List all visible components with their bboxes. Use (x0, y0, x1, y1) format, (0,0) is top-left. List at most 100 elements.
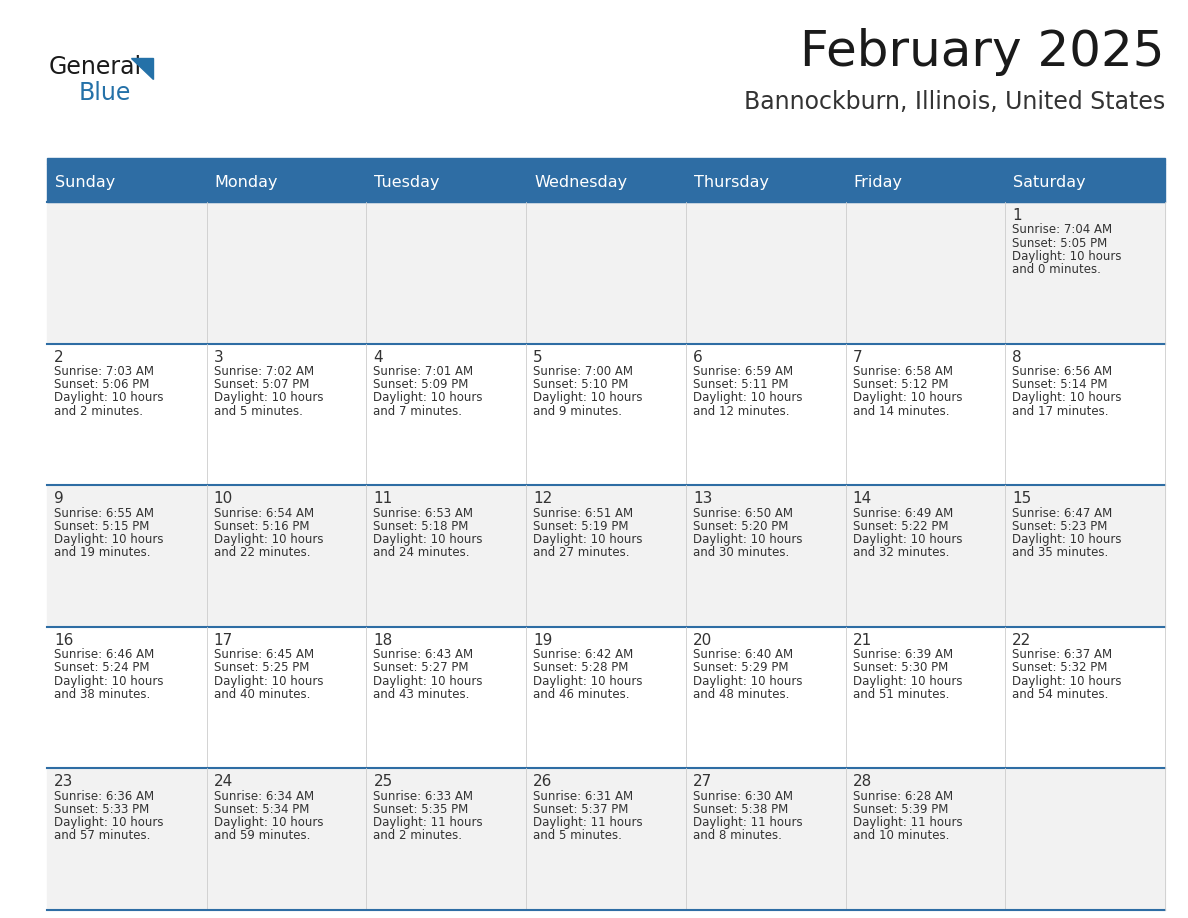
Text: and 54 minutes.: and 54 minutes. (1012, 688, 1108, 700)
Text: Sunrise: 6:42 AM: Sunrise: 6:42 AM (533, 648, 633, 661)
Text: 13: 13 (693, 491, 713, 506)
Text: and 2 minutes.: and 2 minutes. (373, 829, 462, 843)
Polygon shape (131, 58, 153, 79)
Text: February 2025: February 2025 (801, 28, 1165, 76)
Text: and 24 minutes.: and 24 minutes. (373, 546, 470, 559)
Text: Sunday: Sunday (55, 175, 115, 191)
Text: Daylight: 10 hours: Daylight: 10 hours (373, 533, 484, 546)
Text: 28: 28 (853, 775, 872, 789)
Text: Sunset: 5:34 PM: Sunset: 5:34 PM (214, 803, 309, 816)
Text: and 22 minutes.: and 22 minutes. (214, 546, 310, 559)
Text: Daylight: 10 hours: Daylight: 10 hours (1012, 533, 1121, 546)
Text: Sunset: 5:24 PM: Sunset: 5:24 PM (53, 661, 150, 675)
Text: and 2 minutes.: and 2 minutes. (53, 405, 143, 418)
Text: Daylight: 10 hours: Daylight: 10 hours (1012, 675, 1121, 688)
Text: Daylight: 10 hours: Daylight: 10 hours (853, 675, 962, 688)
Text: Sunrise: 6:34 AM: Sunrise: 6:34 AM (214, 789, 314, 803)
Text: Tuesday: Tuesday (374, 175, 440, 191)
Text: Sunset: 5:15 PM: Sunset: 5:15 PM (53, 520, 150, 532)
Text: Friday: Friday (853, 175, 903, 191)
Text: 27: 27 (693, 775, 712, 789)
Text: and 17 minutes.: and 17 minutes. (1012, 405, 1108, 418)
Text: and 5 minutes.: and 5 minutes. (214, 405, 303, 418)
Text: 5: 5 (533, 350, 543, 364)
Bar (48, 343, 1165, 486)
Text: Thursday: Thursday (694, 175, 769, 191)
Text: Sunrise: 6:55 AM: Sunrise: 6:55 AM (53, 507, 154, 520)
Text: Daylight: 10 hours: Daylight: 10 hours (853, 391, 962, 404)
Text: Daylight: 10 hours: Daylight: 10 hours (693, 533, 802, 546)
Text: Sunrise: 6:56 AM: Sunrise: 6:56 AM (1012, 365, 1112, 378)
Text: Sunset: 5:37 PM: Sunset: 5:37 PM (533, 803, 628, 816)
Text: Sunset: 5:07 PM: Sunset: 5:07 PM (214, 378, 309, 391)
Text: General: General (49, 55, 143, 79)
Text: and 12 minutes.: and 12 minutes. (693, 405, 789, 418)
Text: Sunrise: 6:30 AM: Sunrise: 6:30 AM (693, 789, 792, 803)
Text: Sunset: 5:09 PM: Sunset: 5:09 PM (373, 378, 469, 391)
Text: Daylight: 10 hours: Daylight: 10 hours (53, 533, 164, 546)
Text: and 7 minutes.: and 7 minutes. (373, 405, 462, 418)
Text: 24: 24 (214, 775, 233, 789)
Text: 14: 14 (853, 491, 872, 506)
Text: Sunrise: 6:50 AM: Sunrise: 6:50 AM (693, 507, 792, 520)
Text: 15: 15 (1012, 491, 1031, 506)
Text: Sunset: 5:20 PM: Sunset: 5:20 PM (693, 520, 788, 532)
Text: Daylight: 10 hours: Daylight: 10 hours (853, 533, 962, 546)
Text: Sunset: 5:25 PM: Sunset: 5:25 PM (214, 661, 309, 675)
Text: Daylight: 10 hours: Daylight: 10 hours (214, 675, 323, 688)
Text: Sunset: 5:06 PM: Sunset: 5:06 PM (53, 378, 150, 391)
Text: Sunrise: 7:02 AM: Sunrise: 7:02 AM (214, 365, 314, 378)
Text: Sunrise: 6:45 AM: Sunrise: 6:45 AM (214, 648, 314, 661)
Text: Daylight: 10 hours: Daylight: 10 hours (214, 816, 323, 829)
Text: and 40 minutes.: and 40 minutes. (214, 688, 310, 700)
Text: and 14 minutes.: and 14 minutes. (853, 405, 949, 418)
Bar (48, 158, 1165, 164)
Text: Sunset: 5:30 PM: Sunset: 5:30 PM (853, 661, 948, 675)
Text: 21: 21 (853, 633, 872, 648)
Text: and 59 minutes.: and 59 minutes. (214, 829, 310, 843)
Text: Sunset: 5:33 PM: Sunset: 5:33 PM (53, 803, 150, 816)
Text: Sunrise: 6:51 AM: Sunrise: 6:51 AM (533, 507, 633, 520)
Text: Daylight: 10 hours: Daylight: 10 hours (533, 391, 643, 404)
Text: and 5 minutes.: and 5 minutes. (533, 829, 623, 843)
Text: Daylight: 10 hours: Daylight: 10 hours (1012, 391, 1121, 404)
Text: Sunrise: 6:43 AM: Sunrise: 6:43 AM (373, 648, 474, 661)
Text: Sunset: 5:35 PM: Sunset: 5:35 PM (373, 803, 469, 816)
Text: Daylight: 10 hours: Daylight: 10 hours (1012, 250, 1121, 263)
Text: Sunset: 5:16 PM: Sunset: 5:16 PM (214, 520, 309, 532)
Text: Sunset: 5:39 PM: Sunset: 5:39 PM (853, 803, 948, 816)
Text: Sunset: 5:23 PM: Sunset: 5:23 PM (1012, 520, 1107, 532)
Text: Sunrise: 6:39 AM: Sunrise: 6:39 AM (853, 648, 953, 661)
Text: Daylight: 10 hours: Daylight: 10 hours (533, 533, 643, 546)
Bar (48, 768, 1165, 910)
Text: Sunrise: 6:28 AM: Sunrise: 6:28 AM (853, 789, 953, 803)
Text: Sunrise: 6:59 AM: Sunrise: 6:59 AM (693, 365, 792, 378)
Text: Daylight: 10 hours: Daylight: 10 hours (693, 675, 802, 688)
Bar (48, 202, 1165, 343)
Text: Sunrise: 6:36 AM: Sunrise: 6:36 AM (53, 789, 154, 803)
Text: Sunrise: 6:31 AM: Sunrise: 6:31 AM (533, 789, 633, 803)
Text: Sunrise: 6:40 AM: Sunrise: 6:40 AM (693, 648, 792, 661)
Text: Sunrise: 7:03 AM: Sunrise: 7:03 AM (53, 365, 154, 378)
Text: 22: 22 (1012, 633, 1031, 648)
Text: Sunrise: 6:37 AM: Sunrise: 6:37 AM (1012, 648, 1112, 661)
Text: 16: 16 (53, 633, 74, 648)
Text: Sunset: 5:22 PM: Sunset: 5:22 PM (853, 520, 948, 532)
Text: 7: 7 (853, 350, 862, 364)
Text: and 48 minutes.: and 48 minutes. (693, 688, 789, 700)
Text: Sunrise: 6:49 AM: Sunrise: 6:49 AM (853, 507, 953, 520)
Bar (48, 164, 1165, 202)
Text: 26: 26 (533, 775, 552, 789)
Text: Sunset: 5:11 PM: Sunset: 5:11 PM (693, 378, 789, 391)
Text: and 32 minutes.: and 32 minutes. (853, 546, 949, 559)
Text: Daylight: 10 hours: Daylight: 10 hours (214, 533, 323, 546)
Text: Sunrise: 6:53 AM: Sunrise: 6:53 AM (373, 507, 474, 520)
Text: Sunset: 5:19 PM: Sunset: 5:19 PM (533, 520, 628, 532)
Text: and 8 minutes.: and 8 minutes. (693, 829, 782, 843)
Text: 11: 11 (373, 491, 393, 506)
Text: 19: 19 (533, 633, 552, 648)
Text: Sunset: 5:29 PM: Sunset: 5:29 PM (693, 661, 789, 675)
Text: Daylight: 10 hours: Daylight: 10 hours (53, 391, 164, 404)
Text: Sunrise: 6:47 AM: Sunrise: 6:47 AM (1012, 507, 1112, 520)
Text: Daylight: 10 hours: Daylight: 10 hours (214, 391, 323, 404)
